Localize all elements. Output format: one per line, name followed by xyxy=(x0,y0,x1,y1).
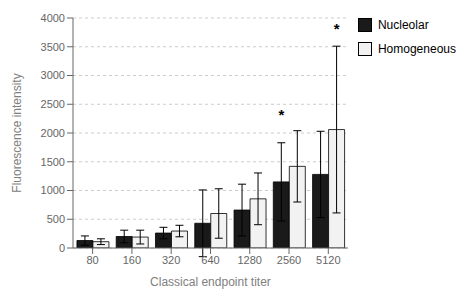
svg-text:2500: 2500 xyxy=(41,98,65,110)
svg-text:2000: 2000 xyxy=(41,127,65,139)
svg-text:500: 500 xyxy=(47,213,65,225)
svg-text:*: * xyxy=(334,20,340,37)
svg-text:*: * xyxy=(278,106,284,123)
svg-text:Fluorescence intensity: Fluorescence intensity xyxy=(10,73,24,192)
svg-text:640: 640 xyxy=(201,254,219,266)
svg-text:Classical endpoint titer: Classical endpoint titer xyxy=(150,275,271,289)
svg-text:1280: 1280 xyxy=(238,254,262,266)
svg-text:1000: 1000 xyxy=(41,184,65,196)
svg-text:1500: 1500 xyxy=(41,156,65,168)
svg-text:3500: 3500 xyxy=(41,41,65,53)
html-text:Nucleolar: Nucleolar xyxy=(377,18,429,32)
svg-text:3000: 3000 xyxy=(41,69,65,81)
svg-text:4000: 4000 xyxy=(41,12,65,24)
svg-text:0: 0 xyxy=(59,242,65,254)
svg-text:80: 80 xyxy=(87,254,99,266)
svg-text:5120: 5120 xyxy=(316,254,340,266)
svg-text:320: 320 xyxy=(162,254,180,266)
html-text:Homogeneous: Homogeneous xyxy=(377,42,456,56)
svg-text:2560: 2560 xyxy=(277,254,301,266)
svg-text:160: 160 xyxy=(123,254,141,266)
